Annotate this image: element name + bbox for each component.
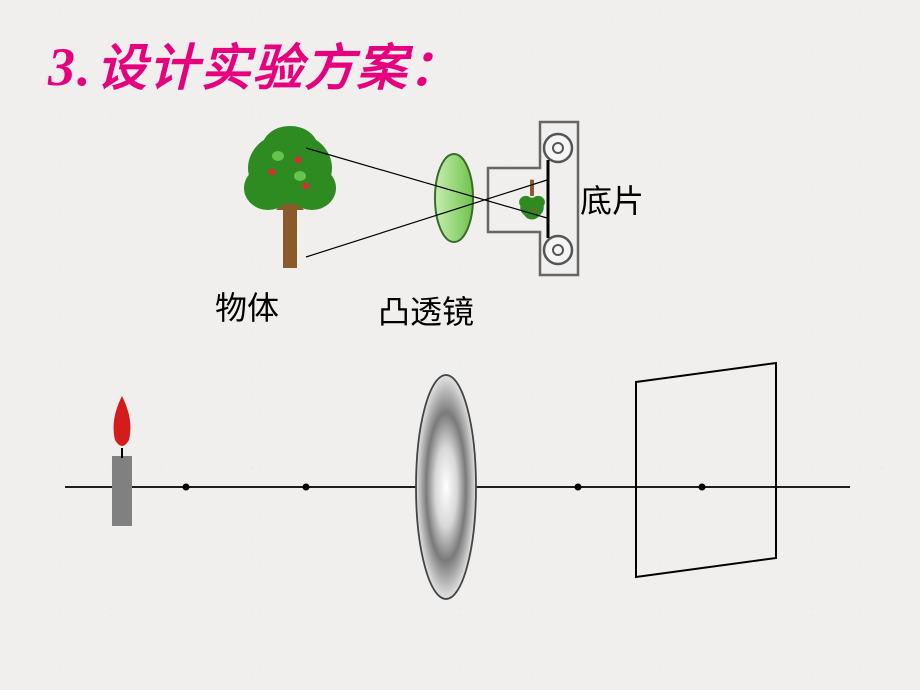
axis-tick: [443, 484, 450, 491]
page-title: 3.设计实验方案：: [48, 28, 461, 100]
screen-icon: [636, 363, 776, 577]
axis-tick: [303, 484, 310, 491]
mini-tree-icon: [519, 180, 545, 220]
camera-body-icon: [488, 122, 578, 275]
ray-line: [306, 148, 547, 218]
axis-tick: [699, 484, 706, 491]
camera-diagram: [0, 0, 920, 690]
ray-line: [306, 180, 547, 257]
label-lens: 凸透镜: [378, 287, 474, 333]
label-object: 物体: [215, 283, 279, 329]
axis-tick: [183, 484, 190, 491]
title-text: 设计实验方案：: [97, 40, 461, 96]
lens-icon: [435, 154, 473, 242]
axis-tick: [575, 484, 582, 491]
tree-icon: [244, 126, 336, 268]
label-film: 底片: [580, 176, 644, 222]
bench-lens-icon: [416, 375, 476, 599]
title-number: 3.: [48, 37, 93, 97]
candle-icon: [112, 396, 132, 526]
